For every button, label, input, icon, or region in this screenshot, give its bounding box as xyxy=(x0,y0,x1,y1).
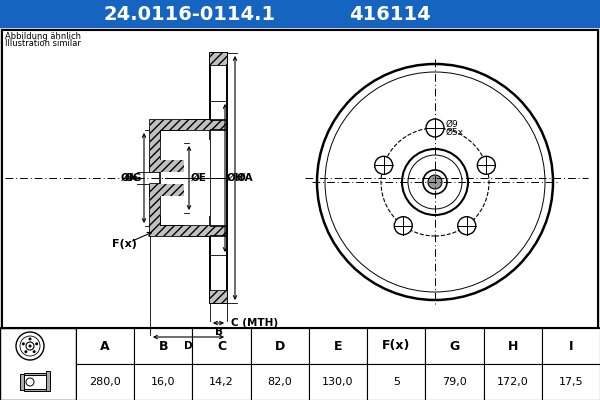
Bar xyxy=(0,328,76,400)
Text: C (MTH): C (MTH) xyxy=(231,318,278,328)
Text: A: A xyxy=(100,340,110,352)
Text: 130,0: 130,0 xyxy=(322,377,354,387)
Bar xyxy=(2,30,598,328)
Text: 5: 5 xyxy=(393,377,400,387)
Bar xyxy=(367,328,425,364)
Bar xyxy=(150,184,160,226)
Text: 82,0: 82,0 xyxy=(268,377,292,387)
Circle shape xyxy=(458,217,476,235)
Text: 17,5: 17,5 xyxy=(559,377,583,387)
Bar xyxy=(309,364,367,400)
Bar xyxy=(2,30,598,328)
Bar xyxy=(160,160,184,172)
Bar xyxy=(160,184,184,196)
Text: Ø5x: Ø5x xyxy=(446,128,464,136)
Bar xyxy=(150,130,160,168)
Bar xyxy=(134,364,193,400)
Bar xyxy=(46,371,50,391)
Text: F(x): F(x) xyxy=(382,340,410,352)
Text: 16,0: 16,0 xyxy=(151,377,176,387)
Text: 280,0: 280,0 xyxy=(89,377,121,387)
Text: C: C xyxy=(217,340,226,352)
Bar xyxy=(160,160,184,172)
Bar xyxy=(210,53,227,65)
Bar xyxy=(24,373,46,375)
Bar xyxy=(150,226,210,236)
Bar xyxy=(210,53,227,65)
Bar xyxy=(542,364,600,400)
Text: ØH: ØH xyxy=(227,173,245,183)
Bar xyxy=(193,328,251,364)
Text: 79,0: 79,0 xyxy=(442,377,467,387)
Bar xyxy=(210,291,227,303)
Text: G: G xyxy=(449,340,460,352)
Bar xyxy=(425,364,484,400)
Circle shape xyxy=(29,344,32,348)
Circle shape xyxy=(374,156,392,174)
Text: E: E xyxy=(334,340,342,352)
Bar xyxy=(160,176,184,180)
Text: ØG: ØG xyxy=(125,173,142,183)
Bar xyxy=(309,328,367,364)
Bar xyxy=(160,184,184,196)
Bar xyxy=(150,120,210,130)
Bar xyxy=(24,389,46,391)
Bar xyxy=(150,188,160,226)
Circle shape xyxy=(478,156,496,174)
Text: 416114: 416114 xyxy=(349,4,431,24)
Bar xyxy=(150,120,227,130)
Circle shape xyxy=(22,342,25,345)
Text: ØE: ØE xyxy=(191,173,207,183)
Text: Abbildung ähnlich: Abbildung ähnlich xyxy=(5,32,81,41)
Bar xyxy=(210,291,227,303)
Circle shape xyxy=(35,342,38,345)
Bar xyxy=(20,374,24,390)
Text: D: D xyxy=(184,341,193,351)
Bar xyxy=(134,328,193,364)
Bar xyxy=(425,328,484,364)
Circle shape xyxy=(25,350,28,353)
Bar xyxy=(484,364,542,400)
Text: D: D xyxy=(275,340,285,352)
Bar xyxy=(251,364,309,400)
Circle shape xyxy=(29,338,32,340)
Bar xyxy=(76,328,134,364)
Bar xyxy=(367,364,425,400)
Text: Ø9: Ø9 xyxy=(446,120,459,128)
Bar xyxy=(210,65,227,291)
Bar xyxy=(193,364,251,400)
Text: ØA: ØA xyxy=(237,173,254,183)
Text: Illustration similar: Illustration similar xyxy=(5,39,81,48)
Circle shape xyxy=(423,170,447,194)
Text: B: B xyxy=(158,340,168,352)
Circle shape xyxy=(426,119,444,137)
Bar xyxy=(0,0,600,28)
Bar xyxy=(150,226,227,236)
Text: 172,0: 172,0 xyxy=(497,377,529,387)
Bar xyxy=(0,328,600,400)
Circle shape xyxy=(32,350,35,353)
Text: I: I xyxy=(569,340,573,352)
Circle shape xyxy=(394,217,412,235)
Text: H: H xyxy=(508,340,518,352)
Bar xyxy=(76,364,134,400)
Bar xyxy=(542,328,600,364)
Text: F(x): F(x) xyxy=(112,239,137,249)
Bar xyxy=(150,130,160,172)
Circle shape xyxy=(428,175,442,189)
Bar xyxy=(484,328,542,364)
Text: B: B xyxy=(215,327,223,337)
Text: ØI: ØI xyxy=(121,173,133,183)
Bar xyxy=(251,328,309,364)
Bar xyxy=(160,140,210,216)
Text: 14,2: 14,2 xyxy=(209,377,234,387)
Text: 24.0116-0114.1: 24.0116-0114.1 xyxy=(104,4,276,24)
